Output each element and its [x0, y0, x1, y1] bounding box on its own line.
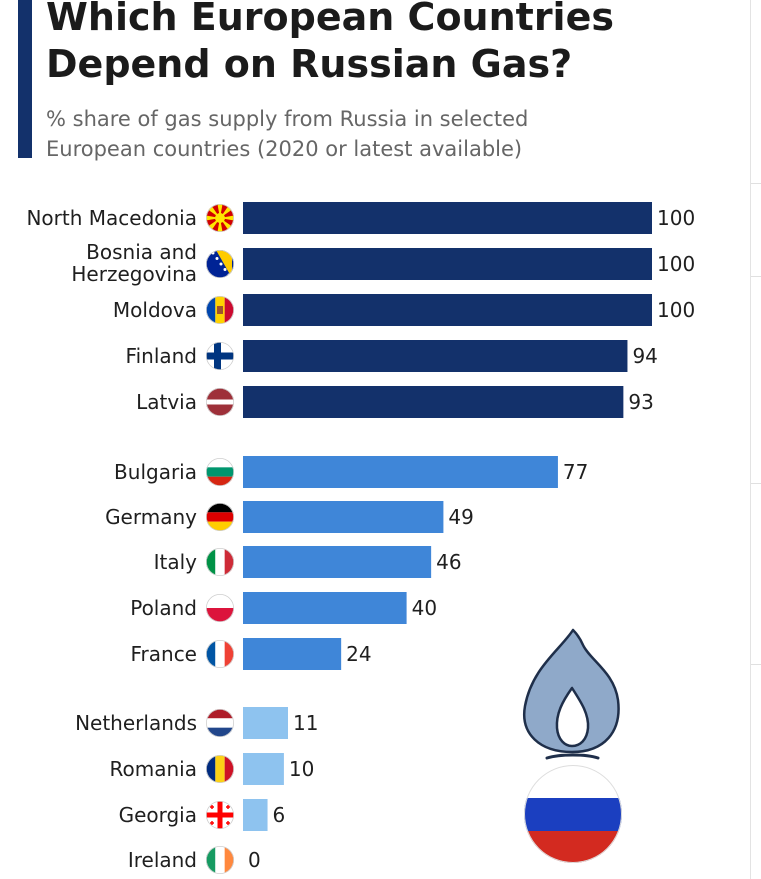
- category-label: France: [130, 642, 197, 666]
- category-label: Bulgaria: [114, 460, 197, 484]
- bar: [243, 592, 407, 624]
- value-label: 100: [657, 298, 695, 322]
- moldova-flag-icon: [205, 295, 234, 324]
- edge-tick: [751, 664, 761, 665]
- edge-tick: [751, 483, 761, 484]
- category-label: Italy: [154, 550, 198, 574]
- category-label: Finland: [126, 344, 197, 368]
- france-flag-icon: [205, 640, 234, 669]
- edge-tick: [751, 276, 761, 277]
- chart-title-line-1: Which European Countries: [46, 0, 614, 39]
- value-label: 46: [436, 550, 461, 574]
- finland-flag-icon: [205, 341, 234, 370]
- category-label: Netherlands: [75, 711, 197, 735]
- category-label-line: Herzegovina: [71, 262, 197, 286]
- accent-bar: [18, 0, 32, 158]
- category-label: Romania: [110, 757, 197, 781]
- bar: [243, 501, 444, 533]
- category-label: North Macedonia: [26, 206, 197, 230]
- category-label: Latvia: [136, 390, 197, 414]
- value-label: 40: [412, 596, 437, 620]
- category-label: Bosnia and Herzegovina: [71, 240, 197, 286]
- category-label: Ireland: [128, 848, 197, 872]
- value-label: 11: [293, 711, 318, 735]
- chart-subtitle-line-1: % share of gas supply from Russia in sel…: [46, 107, 529, 131]
- value-label: 10: [289, 757, 314, 781]
- category-label: Germany: [105, 505, 197, 529]
- bar: [243, 753, 284, 785]
- value-label: 6: [273, 803, 286, 827]
- value-label: 100: [657, 206, 695, 230]
- value-label: 93: [628, 390, 653, 414]
- chart-title: Which European Countries Depend on Russi…: [46, 0, 746, 88]
- bar: [243, 638, 342, 670]
- value-label: 77: [563, 460, 588, 484]
- value-label: 100: [657, 252, 695, 276]
- value-label: 0: [248, 848, 261, 872]
- edge-tick: [751, 183, 761, 184]
- chart-title-line-2: Depend on Russian Gas?: [46, 42, 573, 86]
- bosnia-flag-icon: [205, 249, 234, 278]
- category-label: Poland: [130, 596, 197, 620]
- category-label: Moldova: [113, 298, 197, 322]
- romania-flag-icon: [205, 755, 234, 784]
- north-macedonia-flag-icon: [205, 203, 234, 232]
- ireland-flag-icon: [205, 846, 234, 875]
- gas-flame-icon: [522, 628, 620, 760]
- bar: [243, 248, 652, 280]
- chart-subtitle: % share of gas supply from Russia in sel…: [46, 104, 666, 164]
- bar: [243, 546, 432, 578]
- category-label-line: Bosnia and: [86, 240, 197, 264]
- value-label: 49: [448, 505, 473, 529]
- georgia-flag-icon: [205, 801, 234, 830]
- bulgaria-flag-icon: [205, 457, 234, 486]
- bar: [243, 202, 652, 234]
- bar: [243, 456, 558, 488]
- italy-flag-icon: [205, 548, 234, 577]
- category-label: Georgia: [119, 803, 197, 827]
- russia-flag-icon: [524, 765, 622, 863]
- chart-subtitle-line-2: European countries (2020 or latest avail…: [46, 137, 523, 161]
- page-right-rule: [750, 0, 751, 879]
- value-label: 94: [632, 344, 657, 368]
- bar: [243, 340, 628, 372]
- bar: [243, 707, 288, 739]
- bar: [243, 294, 652, 326]
- bar: [243, 386, 624, 418]
- value-label: 24: [346, 642, 371, 666]
- germany-flag-icon: [205, 502, 234, 531]
- netherlands-flag-icon: [205, 709, 234, 738]
- poland-flag-icon: [205, 594, 234, 623]
- latvia-flag-icon: [205, 387, 234, 416]
- bar: [243, 799, 268, 831]
